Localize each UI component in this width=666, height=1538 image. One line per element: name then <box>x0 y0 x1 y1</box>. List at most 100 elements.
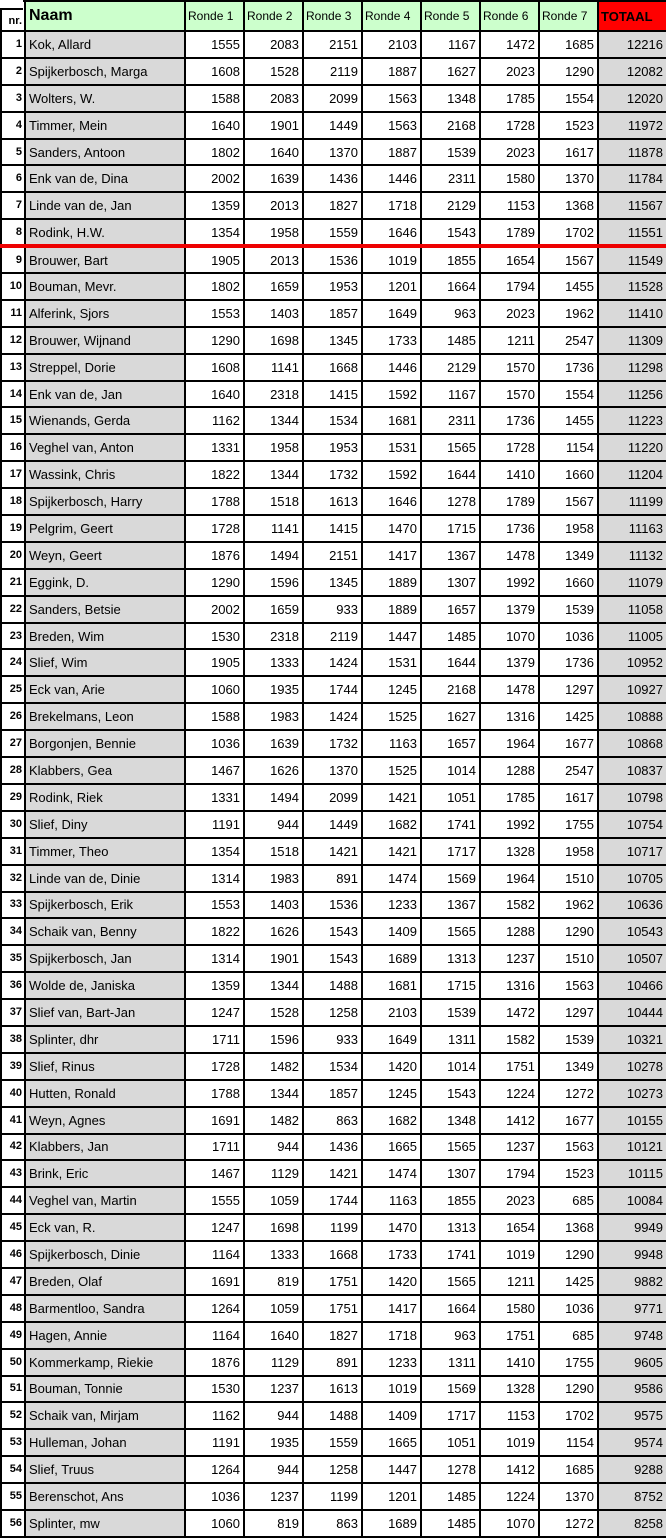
ronde-2-cell: 1237 <box>243 1482 304 1511</box>
totaal-cell: 10278 <box>597 1051 666 1081</box>
rank-cell: 20 <box>0 540 26 570</box>
ronde-1-cell: 1555 <box>184 1186 245 1216</box>
ronde-6-cell: 1328 <box>479 1374 540 1404</box>
ronde-7-cell: 1272 <box>538 1508 599 1538</box>
ronde-4-cell: 1733 <box>361 1240 422 1269</box>
table-row: 26 Brekelmans, Leon 1588 1983 1424 1525 … <box>0 702 666 732</box>
rank-cell: 15 <box>0 406 26 436</box>
ronde-3-cell: 2151 <box>302 540 363 570</box>
totaal-cell: 11220 <box>597 433 666 463</box>
totaal-cell: 11528 <box>597 272 666 301</box>
name-cell: Spijkerbosch, Marga <box>24 56 186 86</box>
totaal-cell: 11878 <box>597 137 666 167</box>
rank-cell: 22 <box>0 594 26 624</box>
col-header-ronde-2: Ronde 2 <box>243 0 304 32</box>
ronde-2-cell: 1344 <box>243 1078 304 1108</box>
name-cell: Spijkerbosch, Dinie <box>24 1240 186 1269</box>
ronde-4-cell: 1531 <box>361 648 422 678</box>
totaal-cell: 10507 <box>597 944 666 974</box>
ronde-4-cell: 1646 <box>361 218 422 249</box>
table-row: 51 Bouman, Tonnie 1530 1237 1613 1019 15… <box>0 1374 666 1404</box>
rank-cell: 36 <box>0 971 26 1001</box>
ronde-2-cell: 2083 <box>243 83 304 113</box>
ronde-4-cell: 1531 <box>361 433 422 463</box>
ronde-4-cell: 1665 <box>361 1428 422 1458</box>
ronde-5-cell: 1543 <box>420 1078 481 1108</box>
table-row: 54 Slief, Truus 1264 944 1258 1447 1278 … <box>0 1455 666 1485</box>
ronde-3-cell: 2119 <box>302 621 363 651</box>
totaal-cell: 10798 <box>597 782 666 812</box>
ronde-3-cell: 1370 <box>302 756 363 785</box>
ronde-6-cell: 1580 <box>479 1293 540 1323</box>
ronde-1-cell: 1588 <box>184 83 245 113</box>
ronde-2-cell: 1596 <box>243 1024 304 1054</box>
col-header-ronde-4: Ronde 4 <box>361 0 422 32</box>
totaal-cell: 9288 <box>597 1455 666 1485</box>
name-cell: Brink, Eric <box>24 1159 186 1189</box>
ronde-3-cell: 2099 <box>302 83 363 113</box>
ronde-5-cell: 1539 <box>420 137 481 167</box>
name-cell: Wolters, W. <box>24 83 186 113</box>
totaal-cell: 12216 <box>597 30 666 59</box>
ronde-1-cell: 1530 <box>184 1374 245 1404</box>
ronde-7-cell: 1685 <box>538 30 599 59</box>
ronde-3-cell: 1449 <box>302 110 363 140</box>
ronde-5-cell: 1367 <box>420 890 481 920</box>
ronde-1-cell: 1788 <box>184 487 245 517</box>
ronde-7-cell: 1958 <box>538 836 599 866</box>
rank-cell: 24 <box>0 648 26 678</box>
rank-cell: 25 <box>0 675 26 705</box>
ronde-6-cell: 1728 <box>479 433 540 463</box>
ronde-4-cell: 1409 <box>361 917 422 947</box>
totaal-cell: 9586 <box>597 1374 666 1404</box>
ronde-1-cell: 1162 <box>184 406 245 436</box>
ronde-4-cell: 1718 <box>361 1320 422 1350</box>
ronde-6-cell: 1789 <box>479 487 540 517</box>
ronde-2-cell: 1344 <box>243 460 304 490</box>
name-cell: Weyn, Agnes <box>24 1105 186 1135</box>
ronde-3-cell: 1559 <box>302 1428 363 1458</box>
table-row: 11 Alferink, Sjors 1553 1403 1857 1649 9… <box>0 298 666 328</box>
ronde-6-cell: 1153 <box>479 191 540 221</box>
totaal-cell: 8258 <box>597 1508 666 1538</box>
table-row: 47 Breden, Olaf 1691 819 1751 1420 1565 … <box>0 1266 666 1296</box>
name-cell: Rodink, H.W. <box>24 218 186 249</box>
ronde-1-cell: 1905 <box>184 648 245 678</box>
name-cell: Breden, Olaf <box>24 1266 186 1296</box>
ronde-3-cell: 1536 <box>302 245 363 275</box>
table-row: 1 Kok, Allard 1555 2083 2151 2103 1167 1… <box>0 30 666 59</box>
ronde-2-cell: 1698 <box>243 325 304 355</box>
ronde-2-cell: 1403 <box>243 890 304 920</box>
ronde-7-cell: 1523 <box>538 1159 599 1189</box>
ronde-3-cell: 1345 <box>302 567 363 597</box>
ronde-4-cell: 1525 <box>361 702 422 732</box>
ronde-7-cell: 1685 <box>538 1455 599 1485</box>
ronde-1-cell: 1711 <box>184 1024 245 1054</box>
ronde-7-cell: 1290 <box>538 1240 599 1269</box>
table-row: 8 Rodink, H.W. 1354 1958 1559 1646 1543 … <box>0 218 666 249</box>
ronde-7-cell: 1539 <box>538 594 599 624</box>
ronde-4-cell: 1163 <box>361 729 422 759</box>
ronde-6-cell: 1211 <box>479 325 540 355</box>
table-row: 34 Schaik van, Benny 1822 1626 1543 1409… <box>0 917 666 947</box>
ronde-7-cell: 2547 <box>538 756 599 785</box>
ronde-4-cell: 1019 <box>361 1374 422 1404</box>
ronde-2-cell: 2013 <box>243 191 304 221</box>
totaal-cell: 11549 <box>597 245 666 275</box>
ronde-3-cell: 1534 <box>302 1051 363 1081</box>
table-row: 43 Brink, Eric 1467 1129 1421 1474 1307 … <box>0 1159 666 1189</box>
ronde-1-cell: 1640 <box>184 110 245 140</box>
ronde-6-cell: 1580 <box>479 164 540 194</box>
name-cell: Hutten, Ronald <box>24 1078 186 1108</box>
ronde-6-cell: 1964 <box>479 729 540 759</box>
table-row: 42 Klabbers, Jan 1711 944 1436 1665 1565… <box>0 1132 666 1162</box>
ronde-7-cell: 1510 <box>538 863 599 893</box>
ronde-3-cell: 1827 <box>302 191 363 221</box>
ronde-3-cell: 1953 <box>302 272 363 301</box>
ronde-6-cell: 1992 <box>479 809 540 839</box>
ronde-6-cell: 1785 <box>479 83 540 113</box>
ronde-5-cell: 1657 <box>420 729 481 759</box>
ronde-5-cell: 1741 <box>420 1240 481 1269</box>
ronde-1-cell: 1711 <box>184 1132 245 1162</box>
